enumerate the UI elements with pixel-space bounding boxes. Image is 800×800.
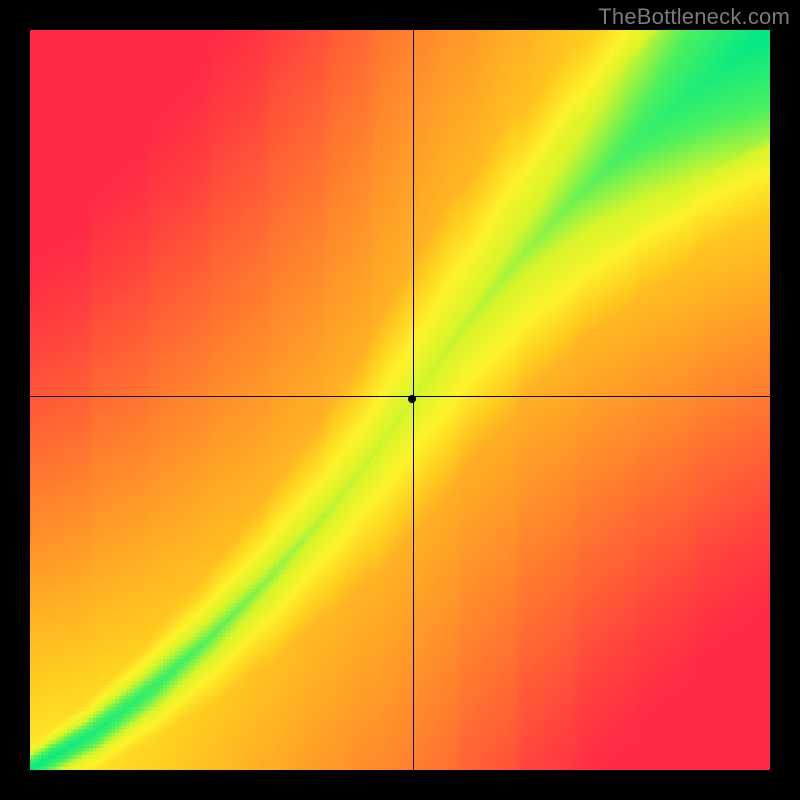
crosshair-horizontal [30, 396, 770, 397]
marker-point [408, 395, 416, 403]
plot-area [30, 30, 770, 770]
heatmap-canvas [30, 30, 770, 770]
chart-frame: TheBottleneck.com [0, 0, 800, 800]
watermark-label: TheBottleneck.com [598, 4, 790, 30]
